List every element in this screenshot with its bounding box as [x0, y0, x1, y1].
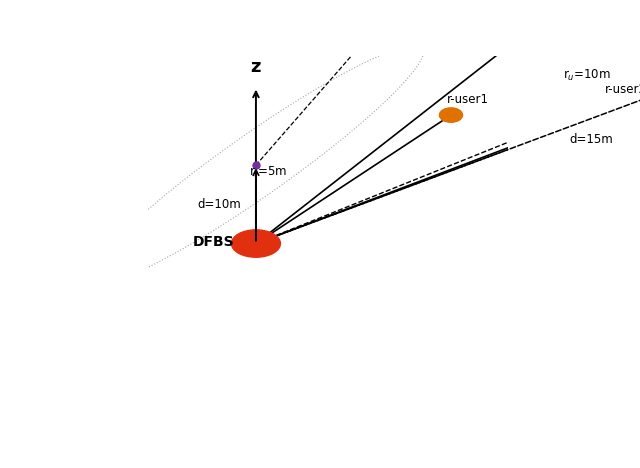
Ellipse shape: [232, 230, 280, 257]
Text: r$_u$=10m: r$_u$=10m: [563, 68, 611, 83]
Polygon shape: [637, 9, 640, 29]
Polygon shape: [592, 47, 615, 67]
Text: DFBS: DFBS: [193, 235, 234, 249]
Polygon shape: [592, 0, 615, 2]
Polygon shape: [637, 0, 640, 7]
Polygon shape: [592, 4, 615, 24]
Text: z: z: [251, 58, 261, 76]
Text: r-user2: r-user2: [605, 83, 640, 96]
Ellipse shape: [440, 108, 463, 122]
Polygon shape: [581, 0, 640, 120]
Text: d=15m: d=15m: [569, 133, 613, 146]
Polygon shape: [592, 26, 615, 45]
Polygon shape: [592, 69, 615, 89]
Text: r$_t$=5m: r$_t$=5m: [249, 165, 287, 180]
Polygon shape: [637, 74, 640, 95]
Text: r-user1: r-user1: [447, 93, 490, 106]
Polygon shape: [592, 91, 615, 111]
Polygon shape: [637, 53, 640, 73]
Text: d=10m: d=10m: [198, 198, 241, 211]
Polygon shape: [637, 31, 640, 51]
Ellipse shape: [591, 97, 614, 111]
Ellipse shape: [385, 1, 401, 17]
